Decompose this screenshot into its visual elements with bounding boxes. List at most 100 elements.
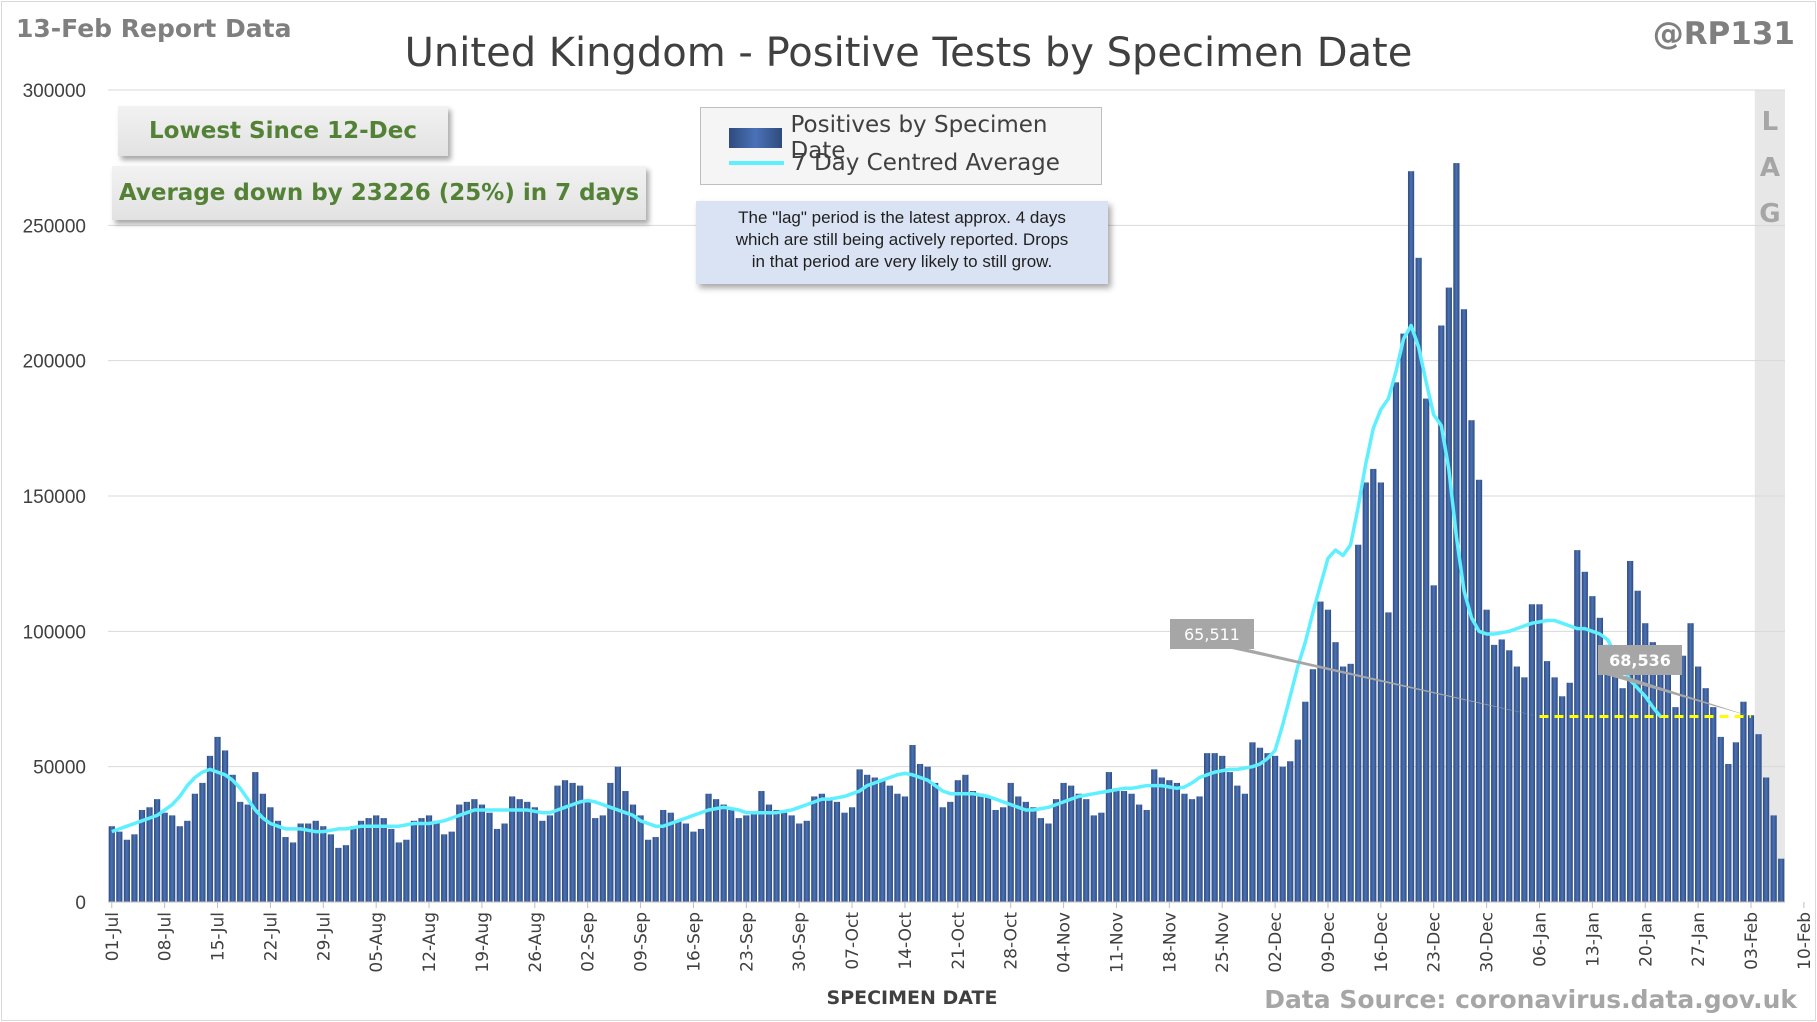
legend-bar-swatch [729,128,783,148]
bar [342,845,350,902]
bar [1559,696,1566,902]
bar [524,801,531,902]
bar [554,785,561,902]
bar [1166,780,1173,902]
bar [879,780,886,902]
callout-pointer [1606,675,1752,717]
value-callout: 65,511 [1170,619,1540,717]
x-tick-label: 20-Jan [1636,912,1656,967]
x-tick-label: 10-Feb [1795,912,1815,970]
bar [584,801,591,902]
bar [373,815,380,902]
x-tick-label: 26-Aug [526,912,546,973]
bar [1513,666,1520,902]
bar [909,745,916,902]
x-tick-label: 07-Oct [843,912,863,970]
bar [1619,688,1626,902]
bar [1309,669,1316,902]
bar [1173,782,1180,902]
bar [1022,801,1029,902]
x-tick-label: 13-Jan [1583,912,1603,967]
bar [478,804,486,902]
bar [1120,791,1128,902]
legend-item-bars: Positives by Specimen Date [729,112,1101,164]
bar [803,820,810,902]
bar [1030,807,1037,902]
bar [312,820,319,902]
bar [690,831,697,902]
bar [599,815,606,902]
bar [1287,761,1294,902]
x-tick-label: 03-Feb [1742,912,1762,970]
bar [146,807,153,902]
callout-box [1170,619,1254,649]
bar [660,809,667,902]
lag-letter: G [1759,199,1780,229]
bar [1000,807,1007,902]
bar [1657,663,1664,902]
bar [546,815,554,902]
bar [954,780,961,902]
bar [108,826,115,902]
bar [297,823,304,902]
bar [886,785,893,902]
bar [1339,666,1347,902]
bar [962,774,969,902]
legend-bars-label: Positives by Specimen Date [790,112,1048,164]
bar [916,763,924,902]
bar [206,755,214,902]
bar [1506,650,1513,902]
bar [116,831,123,902]
bar [728,809,735,902]
lag-letter: L [1762,107,1779,137]
x-tick-label: 21-Oct [949,912,969,970]
bar [456,804,463,902]
bar [237,801,244,902]
bar [380,818,387,902]
callout-value: 68,536 [1609,651,1671,670]
bar [274,820,282,902]
bar [1498,639,1505,902]
bar [796,823,803,902]
bar [1491,644,1498,902]
bar [939,807,946,902]
bar [1611,674,1619,902]
bar [252,772,259,902]
bar [1634,590,1641,902]
bar [350,826,357,902]
bar [1770,815,1777,902]
average-line-group [111,323,1662,834]
bar [1098,812,1105,902]
bar [826,799,833,902]
lag-letter: A [1760,153,1780,183]
bar [1362,482,1369,902]
bar [1385,612,1392,902]
bar [864,774,871,902]
x-tick-label: 22-Jul [261,912,281,961]
bar [841,812,848,902]
bar [1543,661,1551,902]
bar [1687,623,1694,902]
x-tick-label: 28-Oct [1002,912,1022,970]
bar [1196,796,1203,902]
bar [1136,804,1143,902]
bar [1702,688,1709,902]
bar [335,847,342,902]
bar [441,834,448,902]
bar [1143,809,1150,902]
bar [1732,742,1739,902]
bar [259,793,266,902]
bar [1445,287,1452,902]
bar [531,807,538,902]
x-tick-label: 18-Nov [1160,912,1180,973]
bar [1007,782,1014,902]
bar [645,839,652,902]
bar [977,793,984,902]
bar [1566,682,1573,902]
bar [1672,707,1679,902]
x-tick-label: 29-Jul [314,912,334,961]
bar [1128,793,1135,902]
bar [410,820,418,902]
bar [1075,793,1082,902]
callout-value: 65,511 [1184,625,1240,644]
